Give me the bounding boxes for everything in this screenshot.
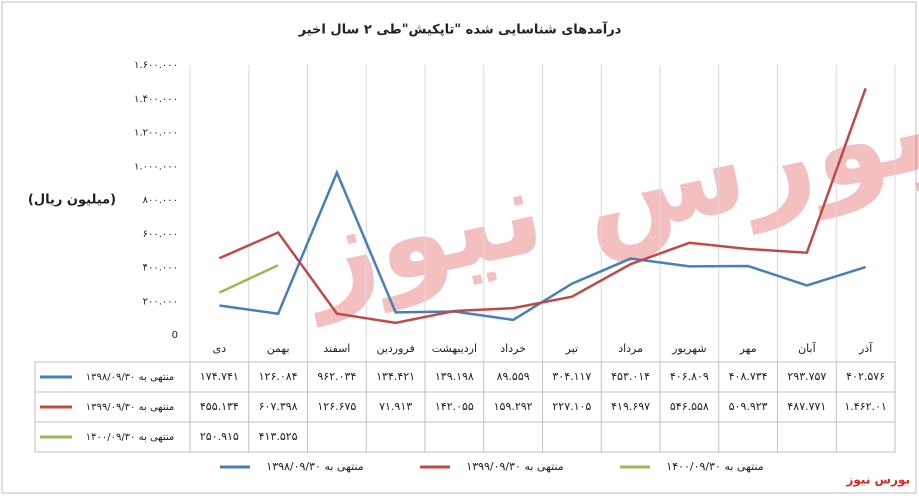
y-axis-label: (میلیون ریال) — [28, 193, 116, 208]
y-tick-label: ۶۰۰.۰۰۰ — [143, 229, 178, 240]
x-tick-label: بهمن — [267, 342, 290, 355]
table-value: ۹۶۲.۰۳۴ — [317, 370, 356, 383]
table-value: ۶۰۷.۳۹۸ — [259, 400, 298, 413]
y-tick-label: ۱.۶۰۰.۰۰۰ — [134, 60, 178, 71]
table-value: ۳۰۴.۱۱۷ — [552, 370, 591, 383]
table-value: ۱۳۹.۱۹۸ — [435, 370, 474, 383]
series-line — [218, 264, 279, 294]
table-value: ۴۵۳.۰۱۴ — [611, 370, 650, 383]
table-value: ۴۰۶.۸۰۹ — [670, 370, 709, 383]
table-value: ۱۵۹.۲۹۲ — [494, 400, 533, 413]
brand: بورس نیوز — [845, 473, 910, 488]
table-value: ۱۴۲.۰۵۵ — [435, 400, 474, 413]
x-tick-label: مرداد — [618, 342, 643, 355]
legend-label: منتهی به ۱۳۹۹/۰۹/۳۰ — [466, 460, 564, 473]
series-line — [218, 87, 867, 325]
x-tick-label: اردیبهشت — [432, 342, 477, 355]
table-value: ۴۰۸.۷۳۴ — [729, 370, 768, 383]
table-value: ۱۲۶.۰۸۴ — [259, 370, 298, 383]
row-header: منتهی به ۱۳۹۸/۰۹/۳۰ — [86, 372, 175, 383]
x-tick-label: اسفند — [323, 342, 350, 355]
table-value: ۱.۴۶۲.۰۱ — [844, 400, 886, 413]
x-tick-label: آبان — [798, 341, 816, 355]
x-tick-label: شهریور — [671, 342, 706, 355]
x-tick-label: خرداد — [500, 342, 526, 355]
table-value: ۲۹۳.۷۵۷ — [787, 370, 826, 383]
table-value: ۴۰۲.۵۷۶ — [846, 370, 885, 383]
x-tick-label: آذر — [858, 341, 873, 355]
table-value: ۵۰۹.۹۲۳ — [729, 400, 768, 413]
table-value: ۱۳۴.۴۲۱ — [376, 370, 415, 383]
x-tick-label: تیر — [565, 342, 578, 355]
table-value: ۴۵۵.۱۳۴ — [200, 400, 239, 413]
y-tick-label: ۴۰۰.۰۰۰ — [143, 263, 178, 274]
x-tick-label: مهر — [739, 342, 757, 355]
chart-title: درآمدهای شناسایی شده "تاپکیش"طی ۲ سال اخ… — [298, 21, 622, 38]
table-value: ۱۷۴.۷۴۱ — [200, 370, 239, 383]
row-header: منتهی به ۱۳۹۹/۰۹/۳۰ — [86, 402, 175, 413]
table-value: ۲۵۰.۹۱۵ — [200, 430, 239, 443]
table-value: ۱۲۶.۶۷۵ — [317, 400, 356, 413]
table-value: ۵۴۶.۵۵۸ — [670, 400, 709, 413]
y-tick-label: ۱.۲۰۰.۰۰۰ — [134, 128, 178, 139]
y-tick-label: ۸۰۰.۰۰۰ — [143, 195, 178, 206]
table-value: ۲۲۷.۱۰۵ — [552, 400, 591, 413]
table-value: ۸۹.۵۵۹ — [497, 370, 530, 383]
legend-label: منتهی به ۱۴۰۰/۰۹/۳۰ — [666, 460, 764, 473]
y-tick-label: ۲۰۰.۰۰۰ — [143, 296, 178, 307]
x-tick-label: فروردین — [376, 342, 414, 355]
table-value: ۷۱.۹۱۳ — [379, 400, 412, 413]
x-tick-label: دی — [213, 342, 227, 355]
table-value: ۴۱۹.۶۹۷ — [611, 400, 650, 413]
legend-label: منتهی به ۱۳۹۸/۰۹/۳۰ — [266, 460, 364, 473]
y-tick-label: 0 — [172, 330, 178, 341]
table-value: ۴۱۳.۵۲۵ — [259, 430, 298, 443]
table-row — [34, 421, 896, 453]
y-tick-label: ۱.۴۰۰.۰۰۰ — [134, 94, 178, 105]
table-value: ۴۸۷.۷۷۱ — [787, 400, 826, 413]
row-header: منتهی به ۱۴۰۰/۰۹/۳۰ — [86, 432, 175, 443]
y-tick-label: ۱.۰۰۰.۰۰۰ — [134, 161, 178, 172]
